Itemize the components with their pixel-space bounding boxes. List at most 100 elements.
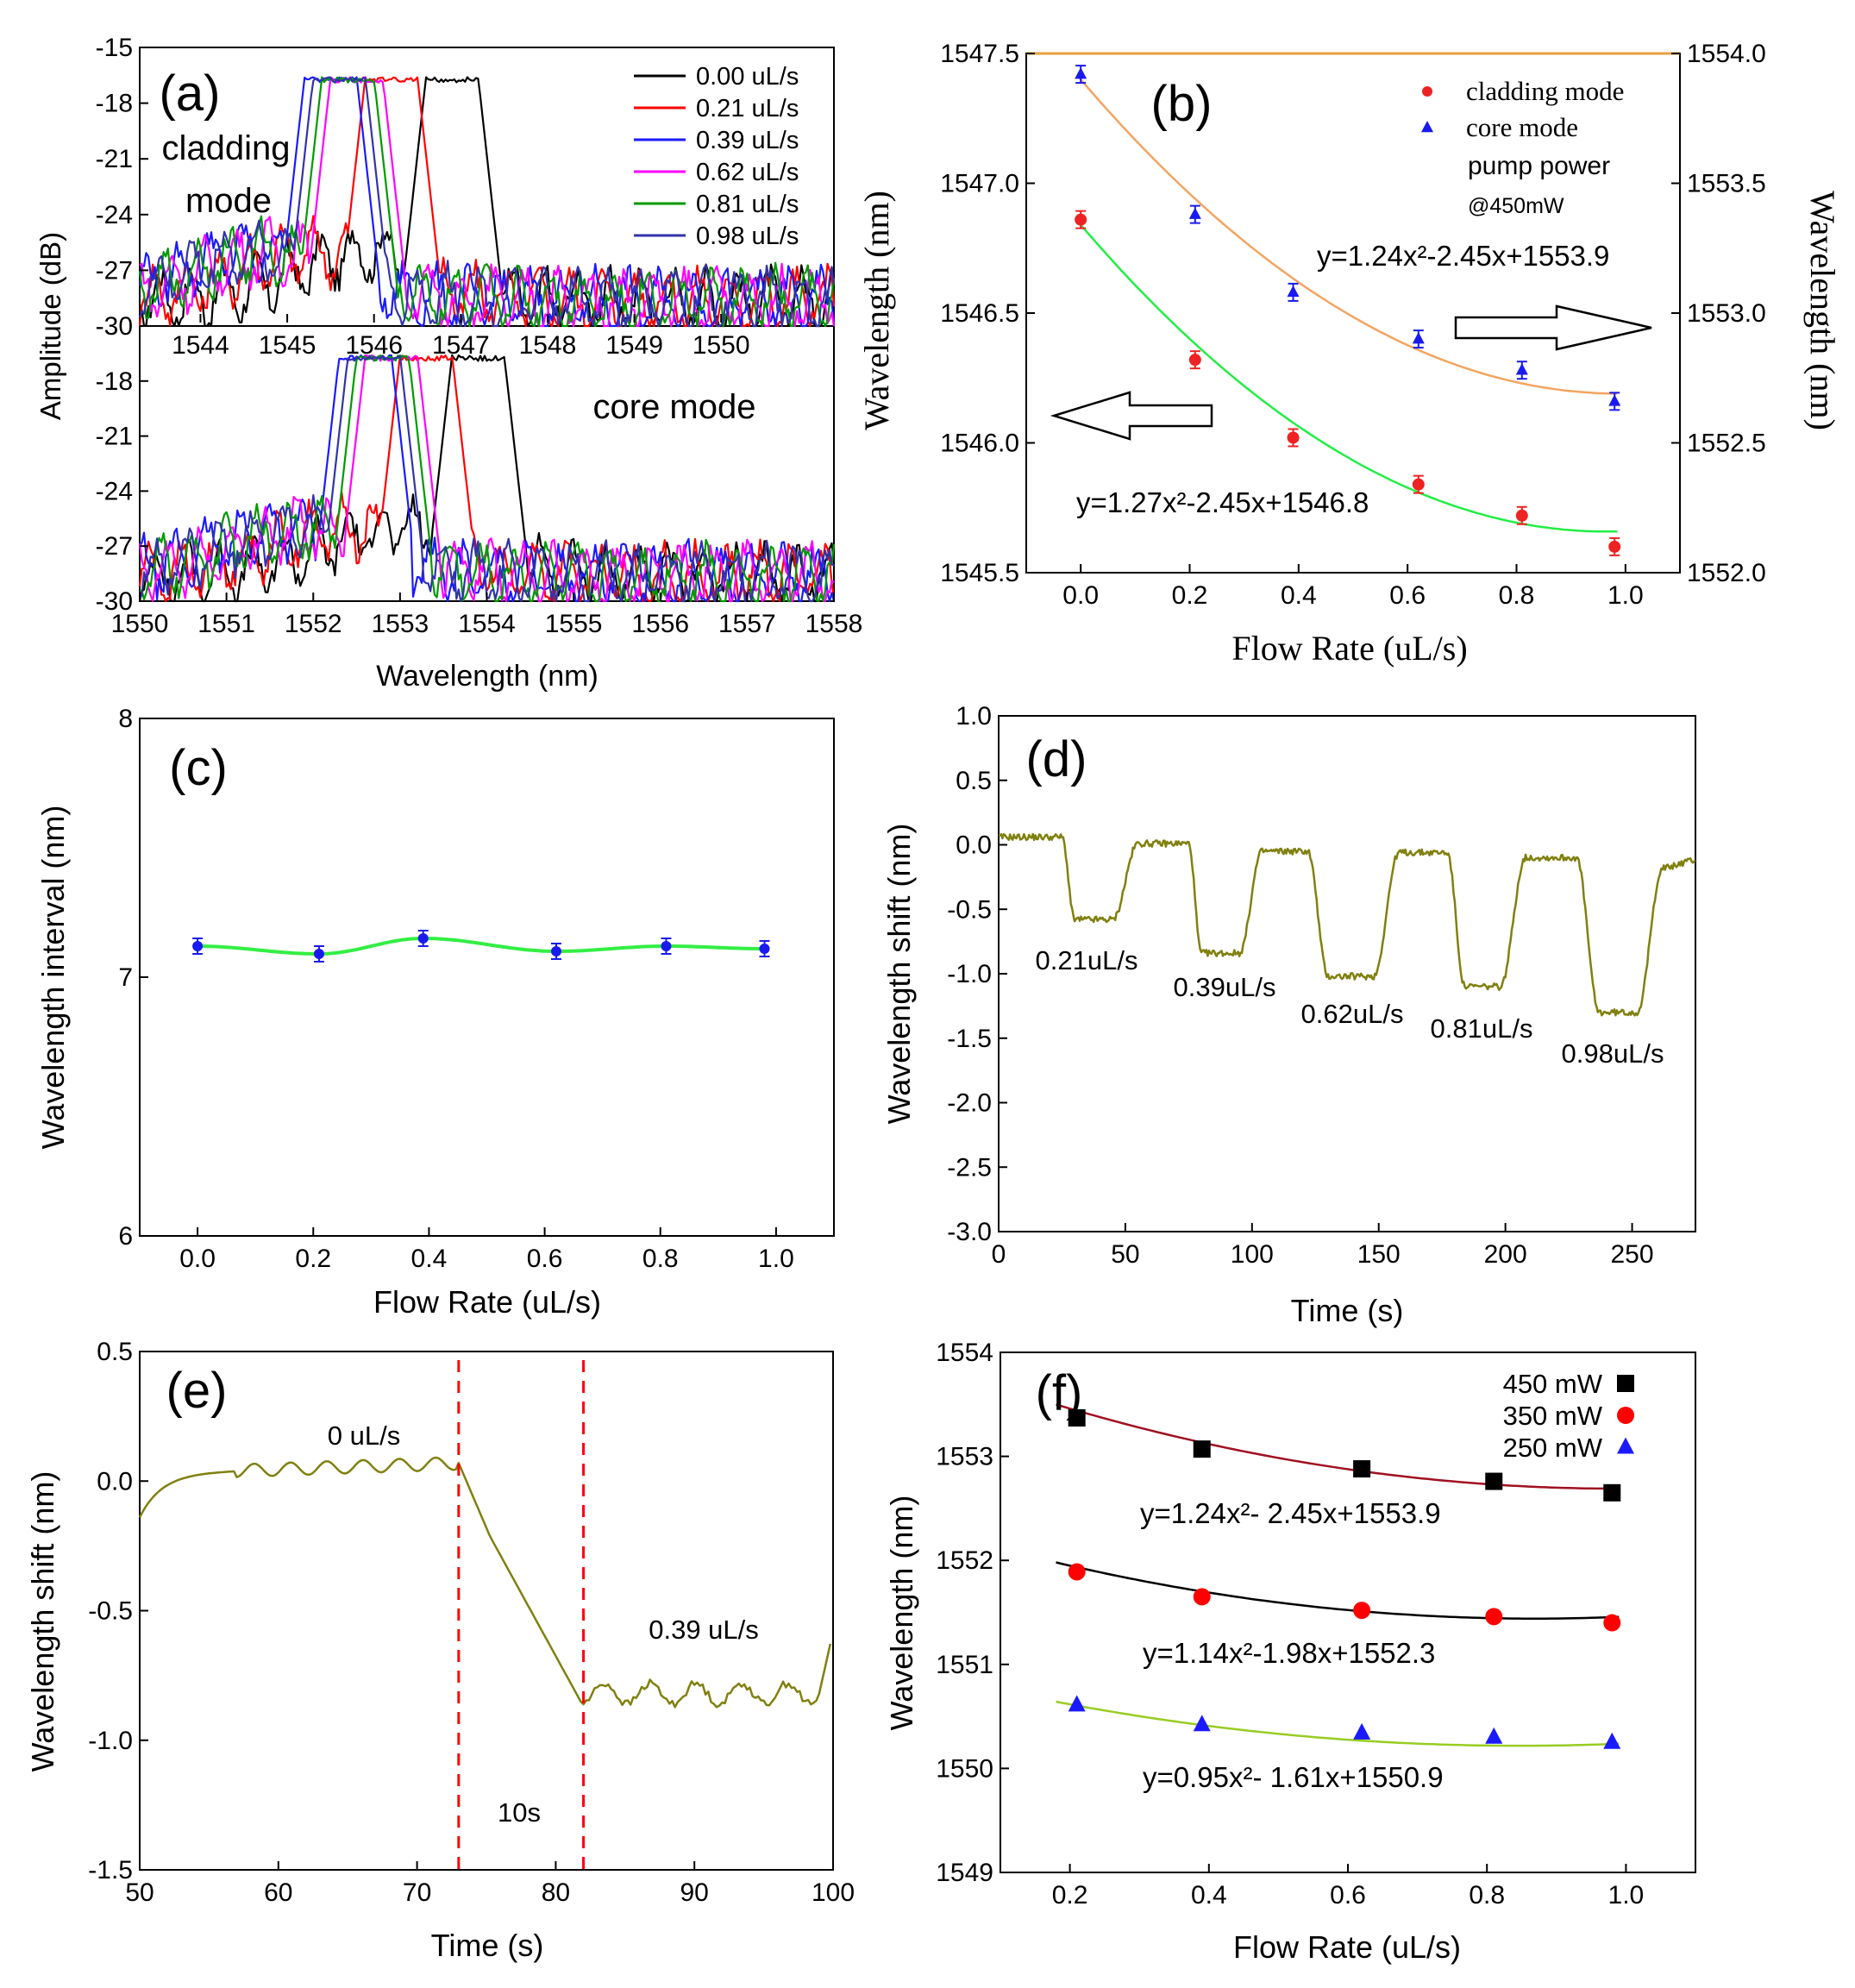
panel-c-point <box>417 933 429 944</box>
panel-f-point-450 mW <box>1485 1472 1503 1490</box>
panel-f-point-250 mW <box>1353 1722 1371 1740</box>
panel-c-y-label: 6 <box>118 1222 133 1251</box>
panel-d-y-label: -3.0 <box>947 1218 992 1246</box>
panel-b-x-label: 0.4 <box>1281 581 1317 610</box>
panel-f-x-label: 1.0 <box>1608 1881 1645 1910</box>
panel-d-y-label: -2.0 <box>947 1089 992 1118</box>
panel-f-fit-350 mW <box>1056 1561 1620 1620</box>
panel-f-x-label: 0.8 <box>1469 1881 1505 1910</box>
panel-f-fit-450 mW <box>1056 1403 1620 1490</box>
panel-e-x-label: 50 <box>125 1878 154 1907</box>
panel-d-y-label: 0.5 <box>956 767 992 795</box>
panel-e-y-label: -1.5 <box>88 1856 133 1885</box>
panel-b-yright-label: 1552.5 <box>1687 430 1766 458</box>
panel-b-yleft-label: 1547.5 <box>940 40 1019 68</box>
panel-d-x-label: 250 <box>1611 1240 1654 1269</box>
panel-c-x-label: 0.0 <box>179 1245 216 1273</box>
panel-e-x-label: 100 <box>812 1878 855 1907</box>
panel-d-y-label: -2.5 <box>947 1153 992 1182</box>
panel-e-x-label: 80 <box>542 1878 570 1907</box>
panel-d-y-label: -1.0 <box>947 960 992 988</box>
panel-f-legend-marker <box>1617 1407 1634 1424</box>
panel-f-point-350 mW <box>1068 1563 1086 1581</box>
panel-c-point <box>192 941 204 951</box>
panel-e-y-label: 0.0 <box>97 1467 133 1496</box>
panel-e-trace <box>138 1456 832 1709</box>
panel-f-legend-label: 450 mW <box>1503 1369 1603 1399</box>
panel-b-point-core mode <box>1287 285 1300 298</box>
panel-f-legend-label: 350 mW <box>1503 1401 1603 1431</box>
panel-b-legend-pump: pump power <box>1468 152 1610 180</box>
panel-b-fit-cladding mode <box>1077 221 1618 533</box>
panel-c-fit-line <box>197 937 765 956</box>
panel-b-equation-cladding: y=1.27x²-2.45x+1546.8 <box>1076 486 1369 518</box>
panel-e-frame <box>139 1351 834 1871</box>
panel-d-annotation: 0.62uL/s <box>1301 999 1404 1029</box>
panel-a-legend-label: 0.21 uL/s <box>696 95 799 122</box>
panel-a-bottom-trace-0.81 uL/s <box>139 354 836 603</box>
panel-a-top-x-label: 1546 <box>345 331 403 360</box>
panel-a-top-y-label: -24 <box>96 201 133 229</box>
panel-b-arrow-left <box>1050 391 1213 441</box>
panel-a-bottom-trace-0.62 uL/s <box>138 354 835 603</box>
panel-f-legend-label: 250 mW <box>1503 1433 1603 1463</box>
panel-a-bottom-x-label: 1554 <box>458 610 516 638</box>
panel-d-annotation: 0.21uL/s <box>1036 945 1138 975</box>
panel-f-point-450 mW <box>1193 1440 1211 1458</box>
panel-a-bottom-x-label: 1558 <box>805 610 863 638</box>
panel-f-legend-marker <box>1617 1375 1634 1392</box>
panel-e-xlabel: Time (s) <box>431 1928 544 1963</box>
panel-c-point <box>313 949 324 959</box>
panel-a-top-y-label: -15 <box>96 34 133 62</box>
panel-f-x-label: 0.2 <box>1052 1881 1088 1910</box>
panel-c-y-label: 8 <box>118 705 133 733</box>
panel-d-annotation: 0.39uL/s <box>1174 972 1276 1002</box>
panel-a-top-y-label: -18 <box>96 90 133 118</box>
panel-d-x-label: 0 <box>992 1240 1006 1269</box>
panel-b-legend-marker <box>1422 86 1432 97</box>
panel-d-x-label: 50 <box>1111 1240 1139 1269</box>
panel-f-y-label: 1550 <box>936 1754 993 1783</box>
panel-a-bottom-y-label: -21 <box>96 423 133 451</box>
panel-f-x-label: 0.6 <box>1330 1881 1366 1910</box>
panel-a-bottom-x-label: 1552 <box>285 610 342 638</box>
panel-a-bottom-x-label: 1556 <box>631 610 689 638</box>
panel-b-yleft-label: 1546.5 <box>940 299 1019 328</box>
panel-f-equation-250: y=0.95x²- 1.61x+1550.9 <box>1143 1761 1444 1793</box>
panel-c-x-label: 0.6 <box>527 1245 563 1273</box>
panel-b-yleft-label: 1545.5 <box>940 559 1019 587</box>
panel-f-fit-250 mW <box>1056 1700 1620 1747</box>
panel-c-y-label: 7 <box>118 963 133 992</box>
panel-b-ylabel-right: Wavelength (nm) <box>1803 191 1842 430</box>
panel-c-xlabel: Flow Rate (uL/s) <box>373 1284 601 1320</box>
panel-b-legend-marker <box>1421 120 1433 133</box>
panel-a-legend-label: 0.98 uL/s <box>696 223 799 250</box>
panel-b-x-label: 1.0 <box>1607 581 1644 610</box>
panel-d-x-label: 150 <box>1357 1240 1401 1269</box>
panel-a-bottom-x-label: 1551 <box>197 610 255 638</box>
panel-d-ylabel: Wavelength shift (nm) <box>881 824 917 1125</box>
panel-b-point-cladding mode <box>1188 354 1201 367</box>
panel-f-point-250 mW <box>1603 1732 1621 1749</box>
panel-e-annotation: 0 uL/s <box>328 1420 400 1451</box>
panel-c-frame <box>139 718 835 1237</box>
panel-b-x-label: 0.6 <box>1389 581 1426 610</box>
panel-a-bottom-x-label: 1555 <box>545 610 603 638</box>
panel-b-point-core mode <box>1412 332 1425 344</box>
panel-a-legend-label: 0.81 uL/s <box>696 191 799 218</box>
panel-c-x-label: 0.2 <box>295 1245 331 1273</box>
panel-e-x-label: 60 <box>264 1878 292 1907</box>
panel-b-arrow-right <box>1454 304 1652 351</box>
panel-f-point-450 mW <box>1068 1408 1086 1427</box>
panel-b-ylabel-left: Wavelength (nm) <box>857 191 896 430</box>
panel-f-label: (f) <box>1036 1365 1083 1421</box>
panel-f-equation-350: y=1.14x²-1.98x+1552.3 <box>1143 1637 1435 1669</box>
panel-a-top-trace-0.62 uL/s <box>139 76 836 328</box>
panel-f-legend-marker <box>1617 1437 1634 1454</box>
panel-b-point-core mode <box>1608 394 1621 406</box>
panel-b-yright-label: 1553.5 <box>1687 170 1766 198</box>
panel-a-xlabel: Wavelength (nm) <box>376 660 598 693</box>
panel-d-y-label: 0.0 <box>956 831 992 860</box>
panel-c-ylabel: Wavelength interval (nm) <box>35 806 71 1150</box>
